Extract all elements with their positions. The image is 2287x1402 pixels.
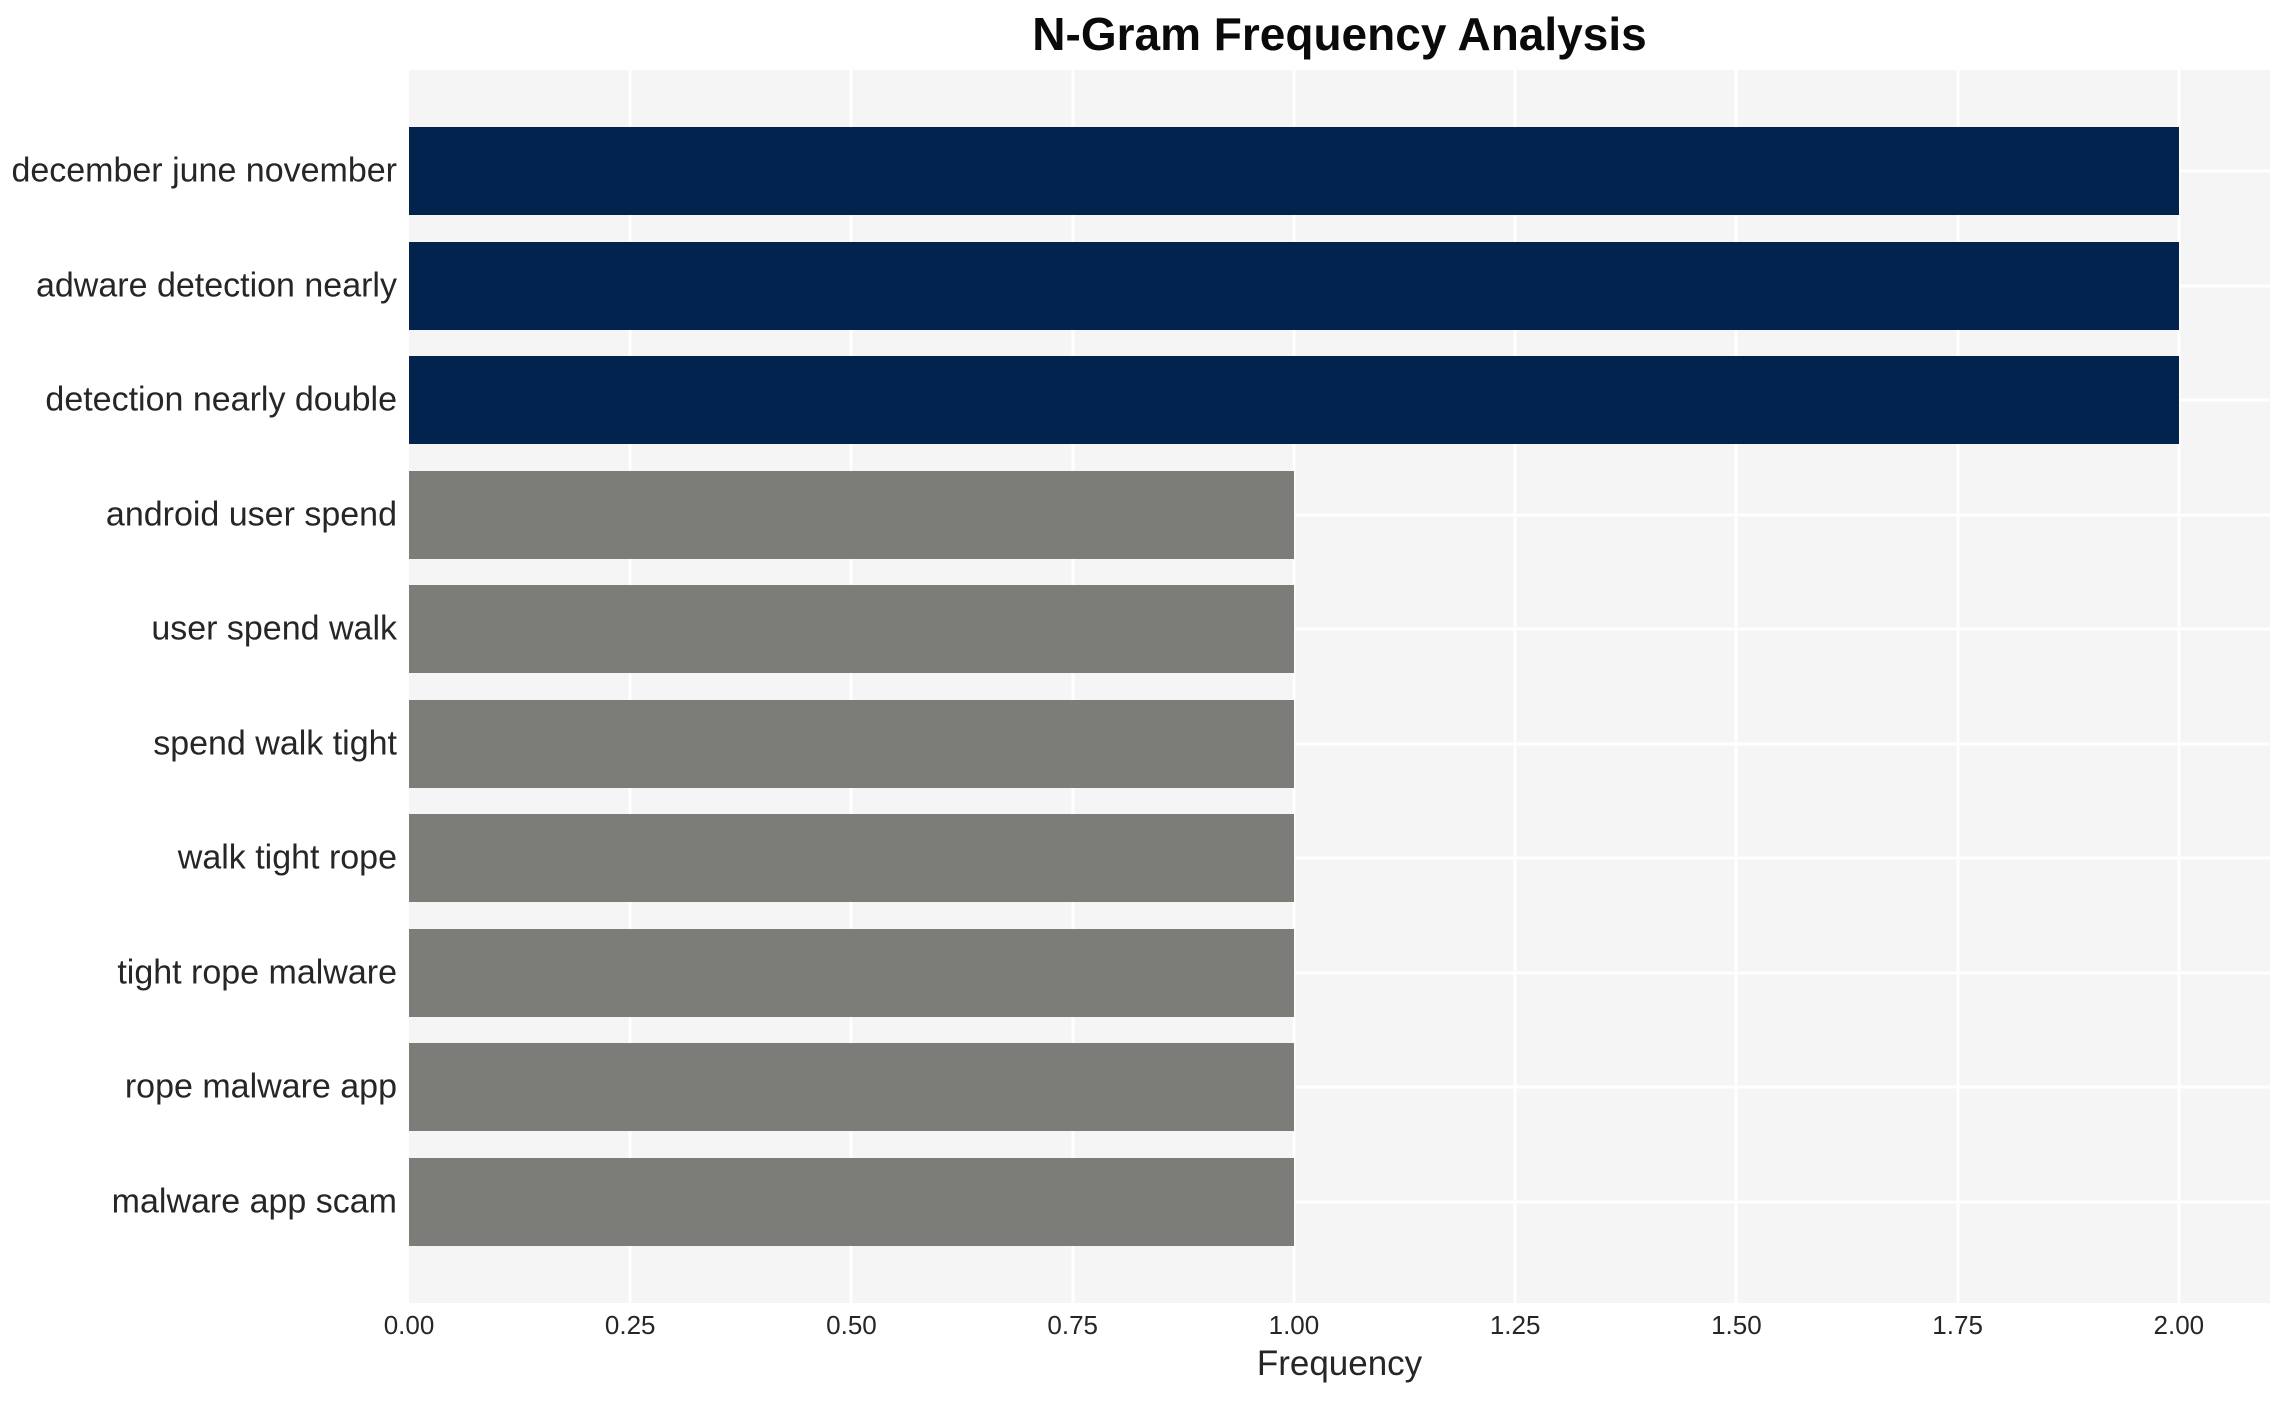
y-gridline: [409, 856, 2270, 860]
x-axis-label: Frequency: [1256, 1344, 1423, 1383]
x-tick-label: 0.50: [826, 1310, 877, 1340]
x-tick-label: 0.25: [604, 1310, 656, 1340]
x-gridline: [1071, 70, 1075, 1303]
y-tick-label: detection nearly double: [45, 380, 397, 419]
y-tick-label: malware app scam: [111, 1182, 397, 1221]
bar-malware-app-scam: [409, 1158, 1294, 1246]
bar-user-spend-walk: [409, 585, 1294, 674]
bar-rope-malware-app: [409, 1043, 1294, 1132]
y-gridline: [409, 1200, 2270, 1204]
y-tick-label: android user spend: [105, 495, 397, 534]
x-tick-label: 1.25: [1489, 1310, 1541, 1340]
x-gridline: [1292, 70, 1296, 1303]
x-tick-label: 2.00: [2153, 1310, 2205, 1340]
y-tick-label: spend walk tight: [153, 724, 397, 763]
x-tick-label: 1.50: [1711, 1310, 1762, 1340]
y-gridline: [409, 971, 2270, 975]
bar-android-user-spend: [409, 470, 1294, 559]
x-tick-label: 1.00: [1268, 1310, 1320, 1340]
bar-tight-rope-malware: [409, 928, 1294, 1017]
y-gridline: [409, 742, 2270, 746]
y-gridline: [409, 1085, 2270, 1089]
chart-title: N-Gram Frequency Analysis: [1032, 8, 1647, 60]
x-gridline: [1734, 70, 1738, 1303]
y-tick-label: december june november: [11, 151, 397, 190]
x-gridline: [849, 70, 853, 1303]
bar-spend-walk-tight: [409, 699, 1294, 788]
x-gridline: [1513, 70, 1517, 1303]
y-gridline: [409, 627, 2270, 631]
bar-adware-detection-nearly: [409, 241, 2179, 330]
bar-detection-nearly-double: [409, 356, 2179, 445]
x-tick-label: 0.75: [1047, 1310, 1098, 1340]
y-tick-label: walk tight rope: [177, 838, 397, 877]
y-tick-label: rope malware app: [124, 1067, 397, 1106]
bar-december-june-november: [409, 127, 2179, 215]
x-gridline: [1956, 70, 1960, 1303]
x-gridline: [2177, 70, 2181, 1303]
x-tick-label: 0.00: [383, 1310, 435, 1340]
y-tick-label: adware detection nearly: [35, 266, 397, 305]
y-gridline: [409, 513, 2270, 517]
y-tick-label: user spend walk: [151, 609, 397, 648]
bar-walk-tight-rope: [409, 814, 1294, 903]
plot-area: [409, 70, 2270, 1303]
x-tick-label: 1.75: [1932, 1310, 1983, 1340]
y-tick-label: tight rope malware: [117, 953, 397, 992]
x-gridline: [628, 70, 632, 1303]
